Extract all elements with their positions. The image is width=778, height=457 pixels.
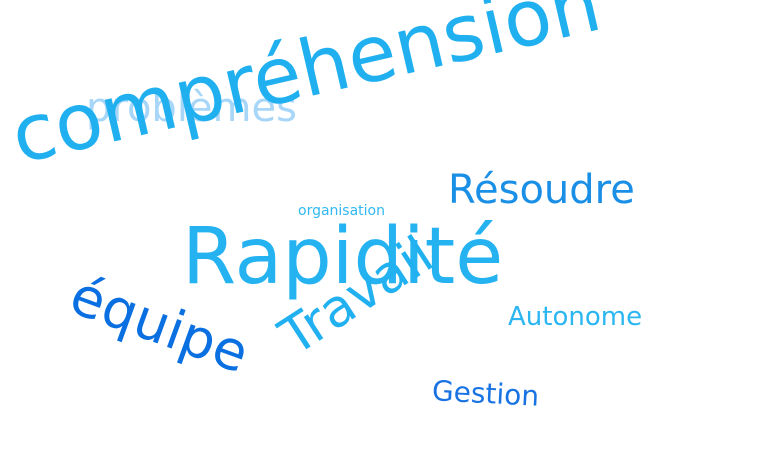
word-organisation: organisation — [298, 203, 385, 219]
word-problemes: problèmes — [86, 85, 297, 131]
word-rapidite: Rapidité — [182, 212, 504, 302]
word-comprehension: compréhension — [3, 0, 609, 182]
word-resoudre: Résoudre — [448, 167, 635, 213]
word-autonome: Autonome — [508, 302, 643, 332]
word-gestion: Gestion — [431, 374, 540, 413]
